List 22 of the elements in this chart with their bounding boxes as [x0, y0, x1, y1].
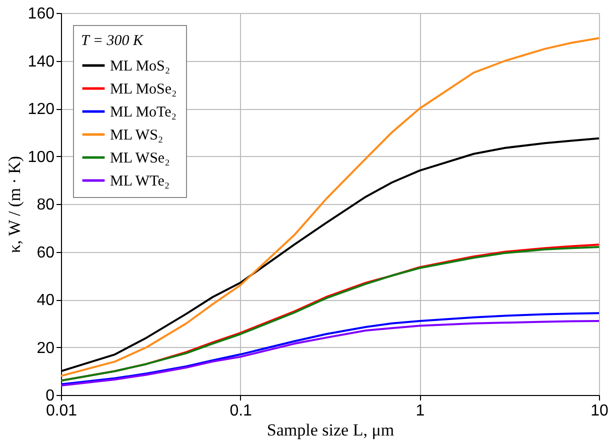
- x-tick-label: 0.1: [230, 402, 252, 420]
- legend-label: ML WSe₂: [110, 150, 170, 166]
- y-tick-label: 100: [28, 148, 55, 166]
- legend-label: ML WTe₂: [110, 174, 170, 190]
- y-tick-label: 40: [36, 292, 55, 309]
- x-tick-label: 0.01: [46, 402, 78, 420]
- legend-label: ML WS₂: [110, 128, 164, 144]
- legend-label: ML MoS₂: [110, 58, 170, 74]
- y-tick-label: 160: [28, 6, 55, 22]
- y-tick-label: 0: [46, 388, 55, 404]
- y-tick-label: 80: [36, 196, 55, 214]
- x-tick-label: 10: [590, 402, 608, 420]
- y-tick-label: 20: [36, 340, 55, 357]
- x-axis-title: Sample size L, μm: [266, 420, 394, 440]
- y-tick-label: 60: [36, 244, 55, 262]
- y-tick-label: 120: [28, 101, 55, 118]
- x-tick-label: 1: [416, 402, 425, 420]
- legend-title: T = 300 K: [81, 33, 144, 49]
- y-tick-label: 140: [28, 53, 55, 70]
- legend-label: ML MoSe₂: [110, 82, 177, 98]
- legend-label: ML MoTe₂: [110, 104, 177, 120]
- y-axis-title: κ, W / (m · K): [4, 156, 24, 254]
